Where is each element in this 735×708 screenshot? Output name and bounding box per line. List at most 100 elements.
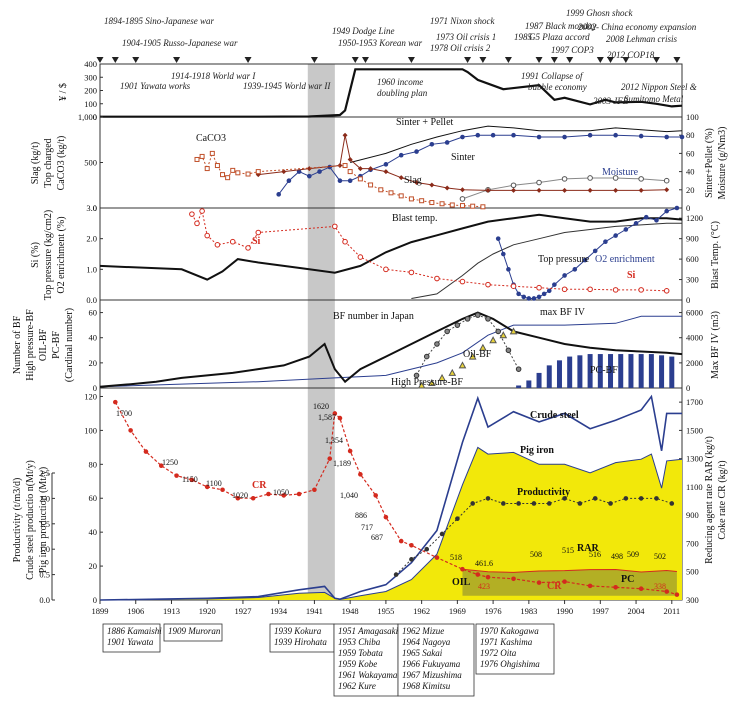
p4-label-oil-bf: Oil-BF bbox=[463, 349, 492, 360]
p5-yla-tick-0: 0.0 bbox=[39, 595, 50, 605]
p5-cr-label-18: 515 bbox=[562, 546, 574, 555]
p3-yr-tick-2: 600 bbox=[686, 254, 699, 264]
p5-yr-tick-7: 1700 bbox=[686, 397, 703, 407]
p5-cr-label-12: 717 bbox=[361, 523, 373, 532]
p2-caco3-pt-14 bbox=[368, 182, 374, 188]
p3-si-pt-19 bbox=[587, 286, 593, 293]
p5-productivity-pt-2 bbox=[424, 546, 430, 552]
p5-cr-pt-4 bbox=[174, 473, 179, 478]
p2-slag-pt-17 bbox=[562, 187, 568, 193]
p2-sinter-pt-23 bbox=[638, 133, 644, 139]
x-tick-11: 1976 bbox=[485, 606, 502, 616]
wwii-shade bbox=[307, 64, 335, 600]
p5-cr-pt-5 bbox=[189, 477, 195, 483]
event-label-3: 1950-1953 Korean war bbox=[338, 38, 423, 48]
p5-ylabel-left-1: Crude steel productio n(Mt/y) bbox=[25, 460, 36, 580]
x-tick-6: 1941 bbox=[306, 606, 323, 616]
p2-sinter-pt-10 bbox=[383, 162, 389, 167]
p5-cr-label-9: 1,189 bbox=[333, 459, 351, 468]
event-label-14: 2012 COP18 bbox=[607, 50, 655, 60]
p4-pc-bf-bar-7 bbox=[587, 354, 593, 388]
p2-caco3-pt-4 bbox=[214, 163, 220, 169]
p5-ylb-tick-1: 20 bbox=[89, 561, 98, 571]
p4-hp-bf-pt-1 bbox=[427, 378, 436, 386]
p3-ylabel-right: Blast Temp. (°C) bbox=[710, 221, 721, 289]
p3-o2-pt-22 bbox=[664, 208, 669, 214]
p4-yr-tick-1: 2000 bbox=[686, 358, 703, 368]
p2-caco3-pt-20 bbox=[429, 200, 435, 206]
plant-box-2-line-1: 1939 Hirohata bbox=[274, 637, 327, 647]
p3-si-pt-0 bbox=[189, 211, 195, 217]
event-marker-16 bbox=[607, 57, 615, 63]
p5-cr-label-19: 516 bbox=[589, 550, 601, 559]
p4-yl-tick-3: 60 bbox=[89, 308, 98, 318]
p2-slag-pt-16 bbox=[536, 187, 542, 193]
p3-o2-pt-5 bbox=[521, 294, 527, 300]
p2-slag-pt-2 bbox=[306, 166, 312, 172]
p4-ylabel-left-4: (Cardinal number) bbox=[64, 308, 75, 382]
p5-cr-label-2: 1150 bbox=[182, 475, 198, 484]
p5-cr-label-13: 687 bbox=[371, 533, 383, 542]
event-label-12: 2002- China economy expansion bbox=[578, 22, 697, 32]
p5-productivity-pt-0 bbox=[393, 572, 399, 577]
p5-cr-pt-16 bbox=[337, 415, 343, 421]
plant-box-5-line-1: 1971 Kashima bbox=[480, 637, 533, 647]
p4-hp-bf-pt-6 bbox=[479, 343, 487, 351]
x-tick-9: 1962 bbox=[413, 606, 430, 616]
plant-box-5-line-0: 1970 Kakogawa bbox=[480, 626, 539, 636]
p4-oil-bf-pt-1 bbox=[423, 353, 430, 360]
p2-ylabel-right-0: Sinter+Pellet (%) bbox=[704, 128, 715, 198]
p4-label-high-pressure-bf: High Pressure-BF bbox=[391, 377, 463, 388]
p1-y-tick-3: 300 bbox=[84, 72, 97, 82]
p2-moisture-pt-2 bbox=[510, 182, 517, 189]
x-tick-2: 1913 bbox=[163, 606, 180, 616]
p3-o2-pt-11 bbox=[552, 282, 557, 287]
p3-o2-pt-6 bbox=[526, 296, 532, 301]
p4-hp-bf-pt-5 bbox=[468, 352, 477, 360]
p2-sinter-pt-17 bbox=[490, 132, 496, 138]
plant-box-1-line-0: 1909 Muroran bbox=[168, 626, 221, 636]
plant-box-3-line-1: 1953 Chiba bbox=[338, 637, 381, 647]
p2-slag-pt-12 bbox=[444, 185, 450, 191]
p2-slag-pt-5 bbox=[347, 156, 353, 162]
p5-yr-tick-6: 1500 bbox=[686, 425, 703, 435]
p3-o2-pt-7 bbox=[531, 296, 537, 301]
p3-o2-pt-8 bbox=[536, 294, 542, 300]
p3-si-pt-9 bbox=[342, 238, 348, 245]
p3-si-pt-2 bbox=[199, 208, 205, 214]
p5-cr-pt-13 bbox=[312, 487, 317, 493]
p2-moisture-pt-7 bbox=[638, 176, 644, 182]
p2-yr-tick-2: 40 bbox=[686, 167, 695, 177]
p3-si-pt-3 bbox=[204, 232, 211, 239]
p2-slag-pt-13 bbox=[459, 187, 465, 193]
event-marker-1 bbox=[111, 57, 119, 63]
p3-si-pt-10 bbox=[357, 254, 364, 260]
p1-ylabel: ¥ / $ bbox=[58, 83, 69, 101]
p4-bf-number-line bbox=[99, 311, 683, 388]
p2-caco3-pt-11 bbox=[342, 163, 348, 169]
p5-cr-pt-8 bbox=[235, 495, 241, 501]
p5-cr-pt-14 bbox=[327, 456, 333, 461]
p5-productivity-pt-17 bbox=[654, 496, 659, 501]
p5-ylabel-right-0: Reducing agent rate RAR (kg/t) bbox=[704, 436, 715, 564]
event-label-5: 1973 Oil crisis 1 bbox=[436, 32, 496, 42]
p4-label-max-bf-iv: max BF IV bbox=[540, 307, 586, 318]
plant-box-0-line-0: 1886 Kamaishi bbox=[107, 626, 162, 636]
p2-slag-pt-11 bbox=[429, 182, 435, 188]
p2-caco3-pt-17 bbox=[398, 193, 404, 199]
p5-cr-label-22: 502 bbox=[654, 552, 666, 561]
p2-slag-pt-4 bbox=[342, 132, 348, 138]
p4-hp-bf-pt-8 bbox=[499, 331, 508, 339]
p5-cr-label-10: 1,040 bbox=[340, 491, 358, 500]
plant-box-5-line-3: 1976 Ohgishima bbox=[480, 659, 540, 669]
p2-caco3-pt-7 bbox=[230, 167, 236, 173]
p3-si-pt-11 bbox=[383, 266, 389, 273]
p5-cr-label-5: 1050 bbox=[273, 488, 289, 497]
p2-moisture-pt-4 bbox=[561, 176, 568, 182]
x-tick-5: 1934 bbox=[270, 606, 288, 616]
plant-box-0-line-1: 1901 Yawata bbox=[107, 637, 154, 647]
p4-oil-bf-pt-2 bbox=[434, 341, 440, 347]
p1-y-tick-4: 400 bbox=[84, 59, 97, 69]
p4-pc-bf-bar-15 bbox=[669, 356, 675, 388]
x-tick-0: 1899 bbox=[92, 606, 109, 616]
